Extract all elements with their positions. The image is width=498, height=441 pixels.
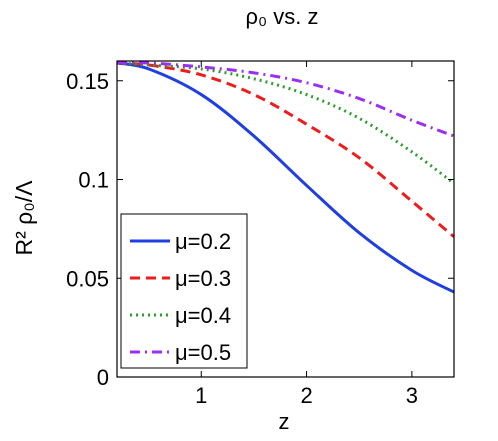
- plot-frame: [116, 60, 455, 378]
- plot-area: [116, 61, 455, 294]
- y-tick-label-3: 0.15: [66, 69, 109, 94]
- y-axis-label: R² ρ₀/Λ: [11, 180, 37, 256]
- series-line-1: [116, 61, 455, 294]
- legend-label-2: μ=0.3: [175, 266, 231, 291]
- x-tick-label-1: 2: [300, 383, 312, 408]
- legend: μ=0.2 μ=0.3 μ=0.4 μ=0.5: [120, 213, 248, 369]
- y-tick-label-2: 0.1: [78, 168, 109, 193]
- x-tick-label-0: 1: [195, 383, 207, 408]
- legend-label-3: μ=0.4: [175, 303, 231, 328]
- series-line-2: [116, 61, 455, 238]
- series-line-4: [116, 61, 455, 138]
- legend-label-4: μ=0.5: [175, 340, 231, 365]
- axes: 1 2 3 0 0.05 0.1 0.15: [66, 60, 455, 408]
- y-tick-label-0: 0: [97, 365, 109, 390]
- chart-title: ρ₀ vs. z: [246, 4, 319, 29]
- y-tick-label-1: 0.05: [66, 266, 109, 291]
- legend-label-1: μ=0.2: [175, 229, 231, 254]
- x-axis-label: z: [279, 409, 290, 434]
- x-tick-label-2: 3: [406, 383, 418, 408]
